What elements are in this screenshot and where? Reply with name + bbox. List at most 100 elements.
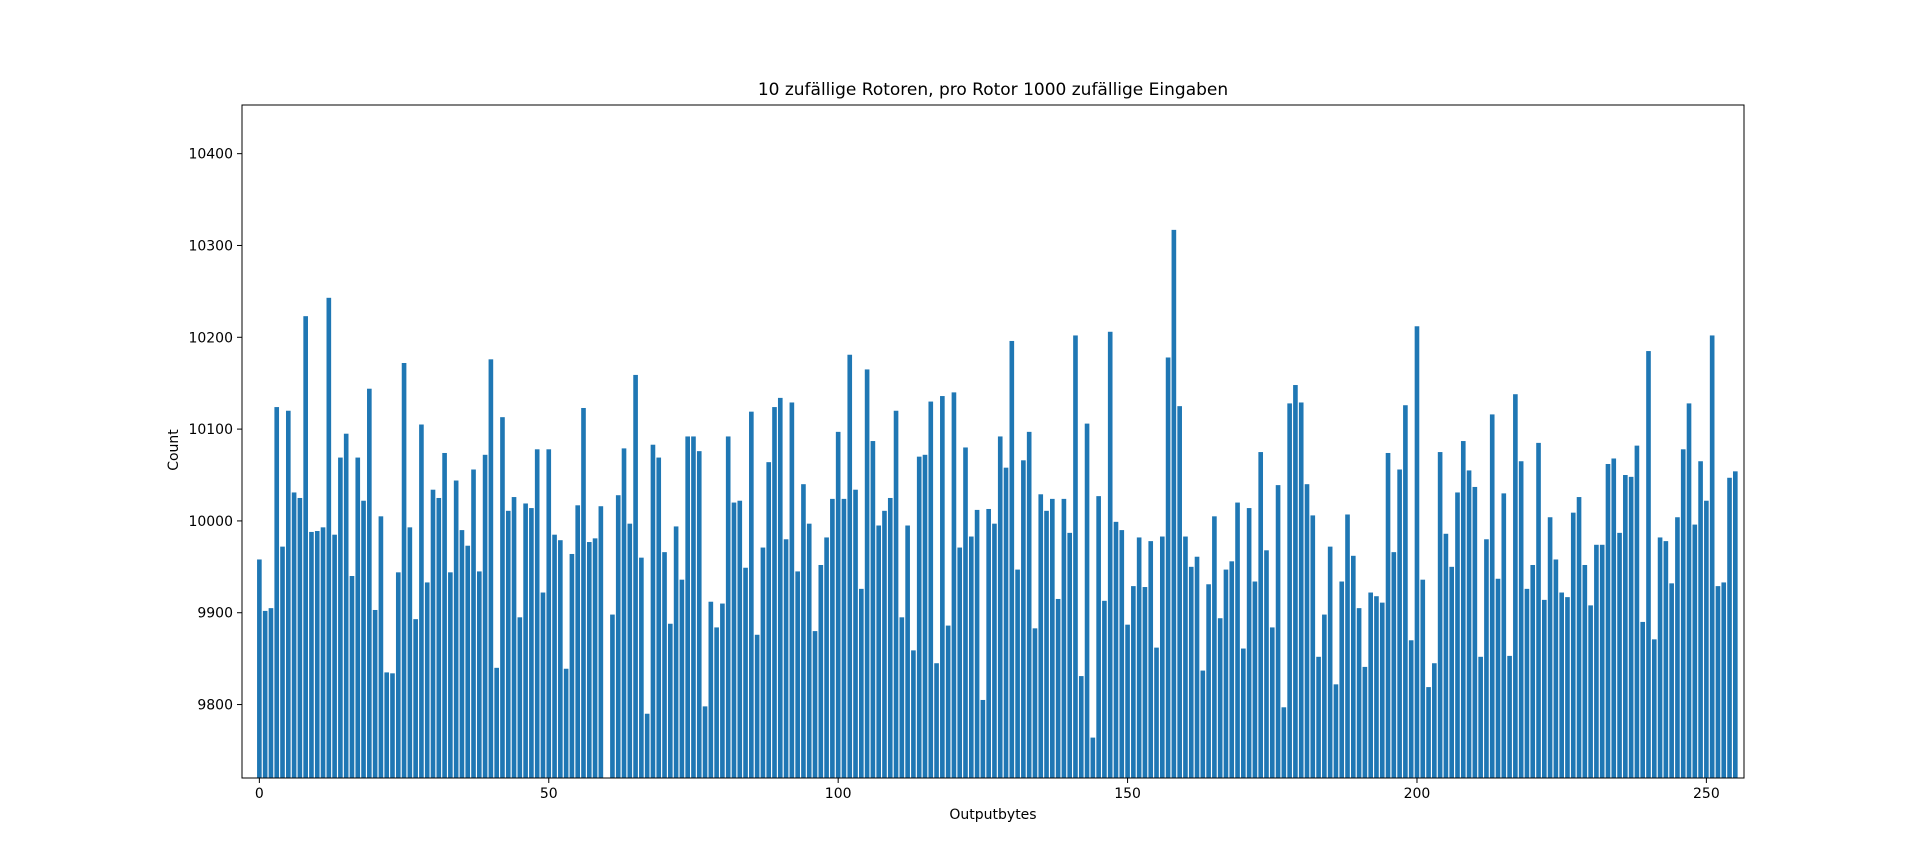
bar-114 [916, 456, 922, 778]
bar-8 [303, 316, 308, 778]
bar-104 [859, 588, 864, 778]
bar-139 [1061, 498, 1067, 778]
bar-42 [500, 417, 505, 778]
bar-92 [789, 402, 795, 778]
bar-70 [662, 552, 667, 778]
bar-219 [1524, 588, 1530, 778]
bar-122 [963, 447, 968, 778]
bar-29 [424, 582, 430, 778]
bar-183 [1316, 656, 1321, 778]
bar-222 [1542, 599, 1547, 778]
bar-150 [1125, 624, 1130, 778]
bar-194 [1379, 602, 1385, 778]
bar-204 [1437, 452, 1443, 778]
bar-22 [384, 672, 390, 778]
bar-220 [1530, 564, 1536, 778]
bar-28 [419, 424, 424, 778]
bar-188 [1345, 514, 1350, 778]
bar-181 [1304, 484, 1310, 778]
bar-105 [864, 369, 870, 778]
bar-38 [476, 571, 482, 778]
bar-151 [1131, 586, 1136, 778]
bar-117 [934, 663, 939, 778]
bar-81 [725, 436, 731, 778]
bar-91 [783, 539, 789, 778]
bar-46 [523, 503, 528, 778]
bar-232 [1599, 544, 1605, 778]
bar-32 [442, 452, 447, 778]
bar-140 [1067, 532, 1073, 778]
bar-180 [1298, 402, 1304, 778]
bar-89 [772, 407, 777, 778]
bar-252 [1715, 586, 1721, 778]
bar-53 [563, 668, 569, 778]
bar-71 [668, 623, 673, 778]
bar-160 [1183, 536, 1188, 778]
bar-190 [1356, 608, 1362, 778]
bar-148 [1113, 521, 1119, 778]
bar-254 [1727, 477, 1732, 778]
bar-94 [801, 484, 806, 778]
bar-64 [627, 523, 633, 778]
bars-group [257, 229, 1738, 778]
bar-214 [1495, 578, 1501, 778]
bar-11 [320, 527, 326, 778]
bar-31 [436, 497, 442, 778]
bar-187 [1339, 581, 1345, 778]
bar-124 [974, 509, 980, 778]
bar-54 [569, 553, 575, 778]
bar-202 [1426, 687, 1431, 778]
bar-138 [1055, 598, 1061, 778]
bar-39 [482, 454, 488, 778]
bar-35 [459, 530, 465, 778]
bar-44 [511, 497, 517, 778]
bar-116 [928, 401, 934, 778]
bar-156 [1159, 536, 1165, 778]
bar-99 [830, 498, 835, 778]
bar-143 [1084, 423, 1090, 778]
bar-158 [1171, 229, 1177, 778]
bar-61 [610, 614, 615, 778]
bar-231 [1594, 544, 1599, 778]
bar-203 [1432, 663, 1437, 778]
y-tick-label-10400: 10400 [188, 147, 233, 163]
x-tick-label-250: 250 [1693, 786, 1720, 802]
bar-97 [818, 564, 824, 778]
bar-112 [905, 525, 910, 778]
bar-86 [754, 634, 760, 778]
bar-33 [448, 572, 453, 778]
bar-244 [1669, 583, 1674, 778]
x-tick-label-150: 150 [1114, 786, 1141, 802]
bar-196 [1391, 552, 1397, 778]
bar-234 [1611, 458, 1617, 778]
bar-119 [945, 625, 951, 778]
bar-69 [656, 457, 662, 778]
bar-14 [338, 457, 343, 778]
bar-221 [1536, 442, 1541, 778]
bar-37 [471, 469, 476, 778]
bar-18 [361, 500, 366, 778]
bar-83 [737, 500, 743, 778]
bar-251 [1709, 335, 1715, 778]
plot-frame [241, 104, 1745, 779]
bar-108 [882, 510, 887, 778]
bar-146 [1102, 600, 1107, 778]
bar-50 [546, 449, 552, 778]
bar-205 [1443, 533, 1449, 778]
bar-253 [1721, 582, 1727, 778]
bar-242 [1657, 537, 1663, 778]
bar-20 [372, 609, 378, 778]
bar-216 [1507, 655, 1512, 778]
y-axis-label: Count [166, 429, 182, 471]
bar-245 [1675, 517, 1680, 778]
x-axis: 0 50 100 150 200 250 [255, 778, 1720, 802]
bar-248 [1692, 524, 1698, 778]
bar-132 [1021, 460, 1026, 778]
bar-10 [314, 531, 320, 778]
bar-1 [262, 610, 268, 778]
bar-26 [407, 527, 413, 778]
bar-233 [1605, 463, 1611, 778]
y-tick-label-10100: 10100 [188, 422, 233, 438]
bar-131 [1015, 569, 1020, 778]
